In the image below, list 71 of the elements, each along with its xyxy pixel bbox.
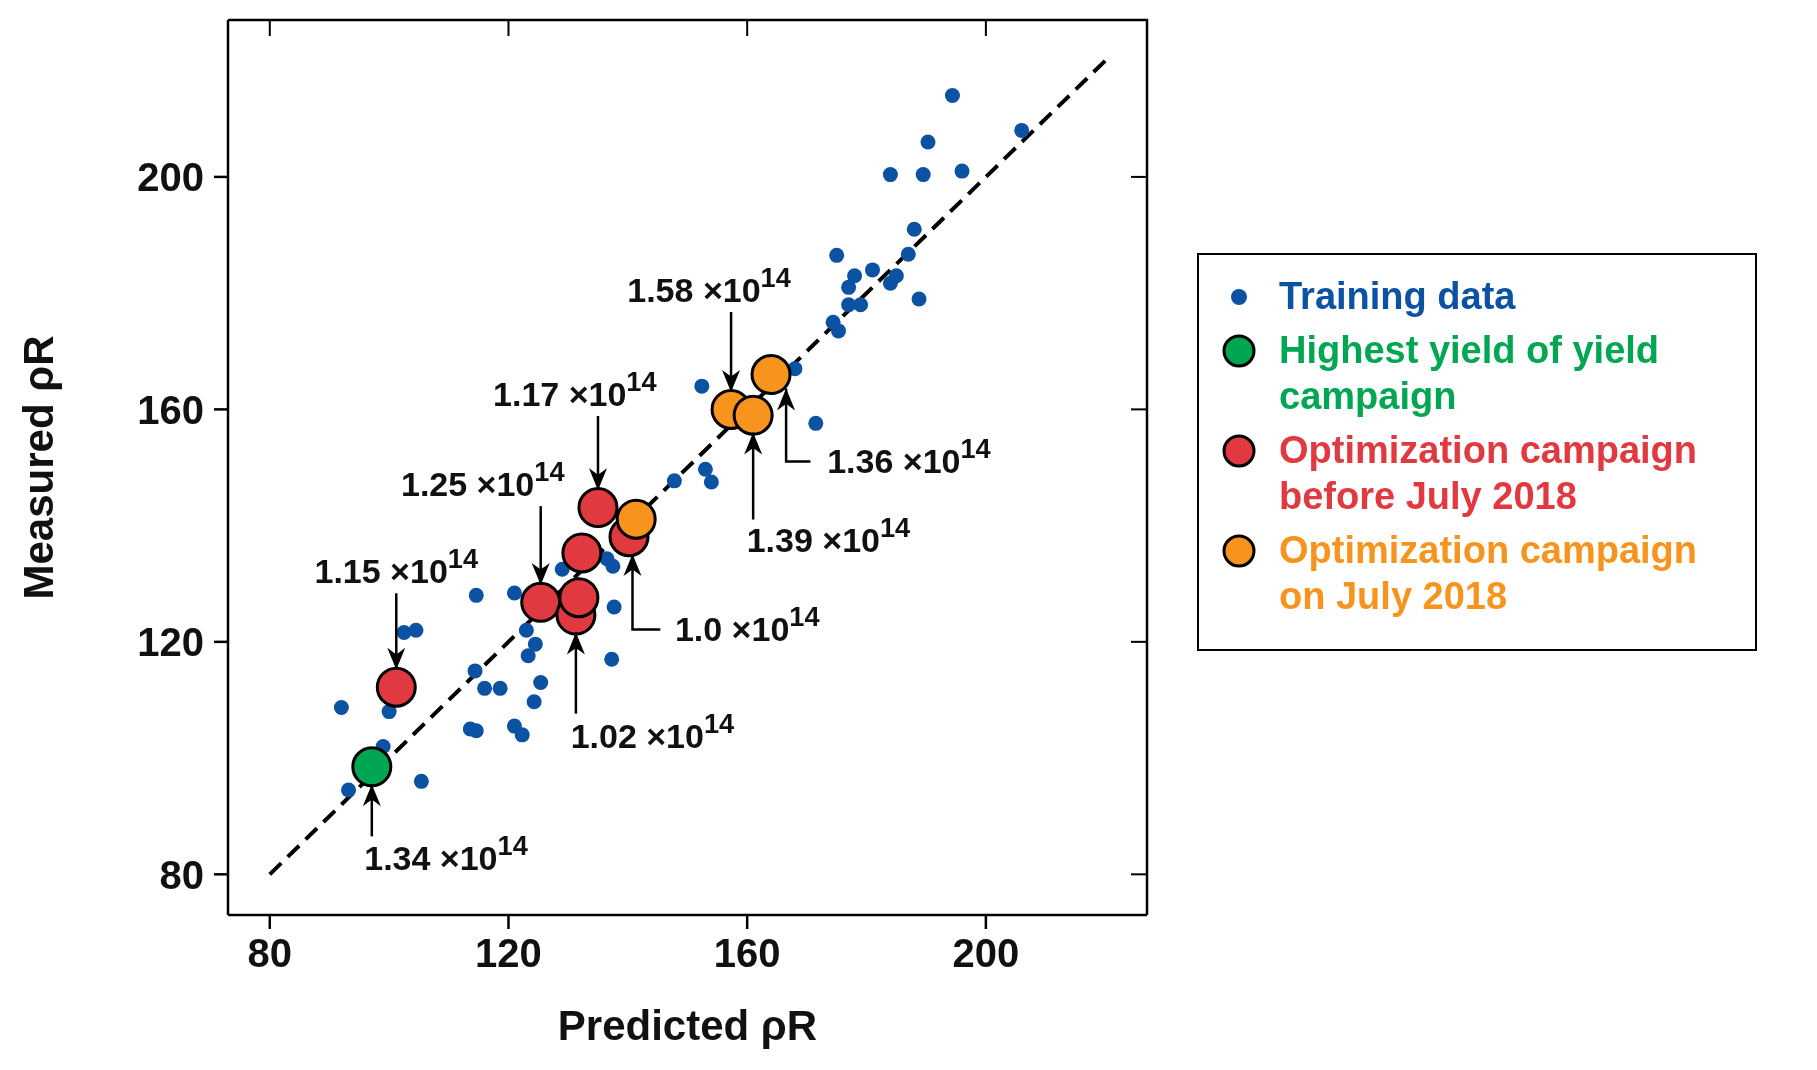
point xyxy=(606,599,622,615)
legend-label: Optimization campaign before July 2018 xyxy=(1279,428,1699,519)
point xyxy=(864,262,880,278)
point xyxy=(954,163,970,179)
point xyxy=(561,532,603,574)
point xyxy=(341,782,357,798)
x-tick-label: 80 xyxy=(247,931,293,976)
point xyxy=(520,581,562,623)
point xyxy=(1014,122,1030,138)
annotation: 1.0 ×10$^{14}$ xyxy=(674,600,820,649)
point xyxy=(492,680,508,696)
point xyxy=(615,498,657,540)
annotation: 1.58 ×10$^{14}$ xyxy=(627,261,791,310)
y-tick-label: 120 xyxy=(137,620,204,665)
y-tick-label: 80 xyxy=(159,852,204,897)
x-tick-label: 160 xyxy=(713,931,781,976)
y-tick-label: 160 xyxy=(137,387,204,432)
point xyxy=(526,694,542,710)
y-tick-label: 200 xyxy=(137,155,204,200)
x-axis-title: Predicted ρR xyxy=(557,1002,818,1049)
point xyxy=(577,487,619,529)
point xyxy=(915,167,931,183)
annotation: 1.34 ×10$^{14}$ xyxy=(364,829,528,878)
point xyxy=(467,663,483,679)
point xyxy=(847,268,863,284)
point xyxy=(520,648,536,664)
point xyxy=(750,354,792,396)
point xyxy=(703,474,719,490)
legend-label: Highest yield of yield campaign xyxy=(1279,328,1661,419)
point xyxy=(605,558,621,574)
point xyxy=(666,473,682,489)
point xyxy=(506,585,522,601)
point xyxy=(911,291,927,307)
annotation: 1.15 ×10$^{14}$ xyxy=(314,542,479,591)
annotation: 1.39 ×10$^{14}$ xyxy=(746,511,911,560)
point xyxy=(841,279,857,295)
point xyxy=(518,622,534,638)
point xyxy=(408,622,424,638)
annotation: 1.17 ×10$^{14}$ xyxy=(493,365,657,414)
point xyxy=(351,746,393,788)
point xyxy=(808,415,824,431)
point xyxy=(375,666,417,708)
point xyxy=(604,651,620,667)
x-tick-label: 200 xyxy=(952,931,1020,976)
point xyxy=(558,577,600,619)
point xyxy=(829,247,845,263)
point xyxy=(853,297,869,313)
point xyxy=(694,378,710,394)
legend-label: Optimization campaign on July 2018 xyxy=(1279,528,1699,619)
x-tick-label: 120 xyxy=(475,931,542,976)
annotation: 1.25 ×10$^{14}$ xyxy=(400,455,565,504)
point xyxy=(732,394,774,436)
point xyxy=(697,461,713,477)
point xyxy=(477,680,493,696)
point xyxy=(533,675,549,691)
point xyxy=(906,221,922,237)
point xyxy=(527,636,543,652)
point xyxy=(514,727,530,743)
point xyxy=(413,773,429,789)
y-axis-title: Measured ρR xyxy=(14,335,62,600)
point xyxy=(888,268,904,284)
annotation: 1.36 ×10$^{14}$ xyxy=(827,432,991,481)
point xyxy=(882,167,898,183)
point xyxy=(900,246,916,262)
point xyxy=(468,587,484,603)
legend-label: Training data xyxy=(1279,274,1517,319)
annotation: 1.02 ×10$^{14}$ xyxy=(570,707,735,755)
point xyxy=(920,134,936,150)
point xyxy=(333,700,349,716)
point xyxy=(830,323,846,339)
point xyxy=(944,88,960,104)
